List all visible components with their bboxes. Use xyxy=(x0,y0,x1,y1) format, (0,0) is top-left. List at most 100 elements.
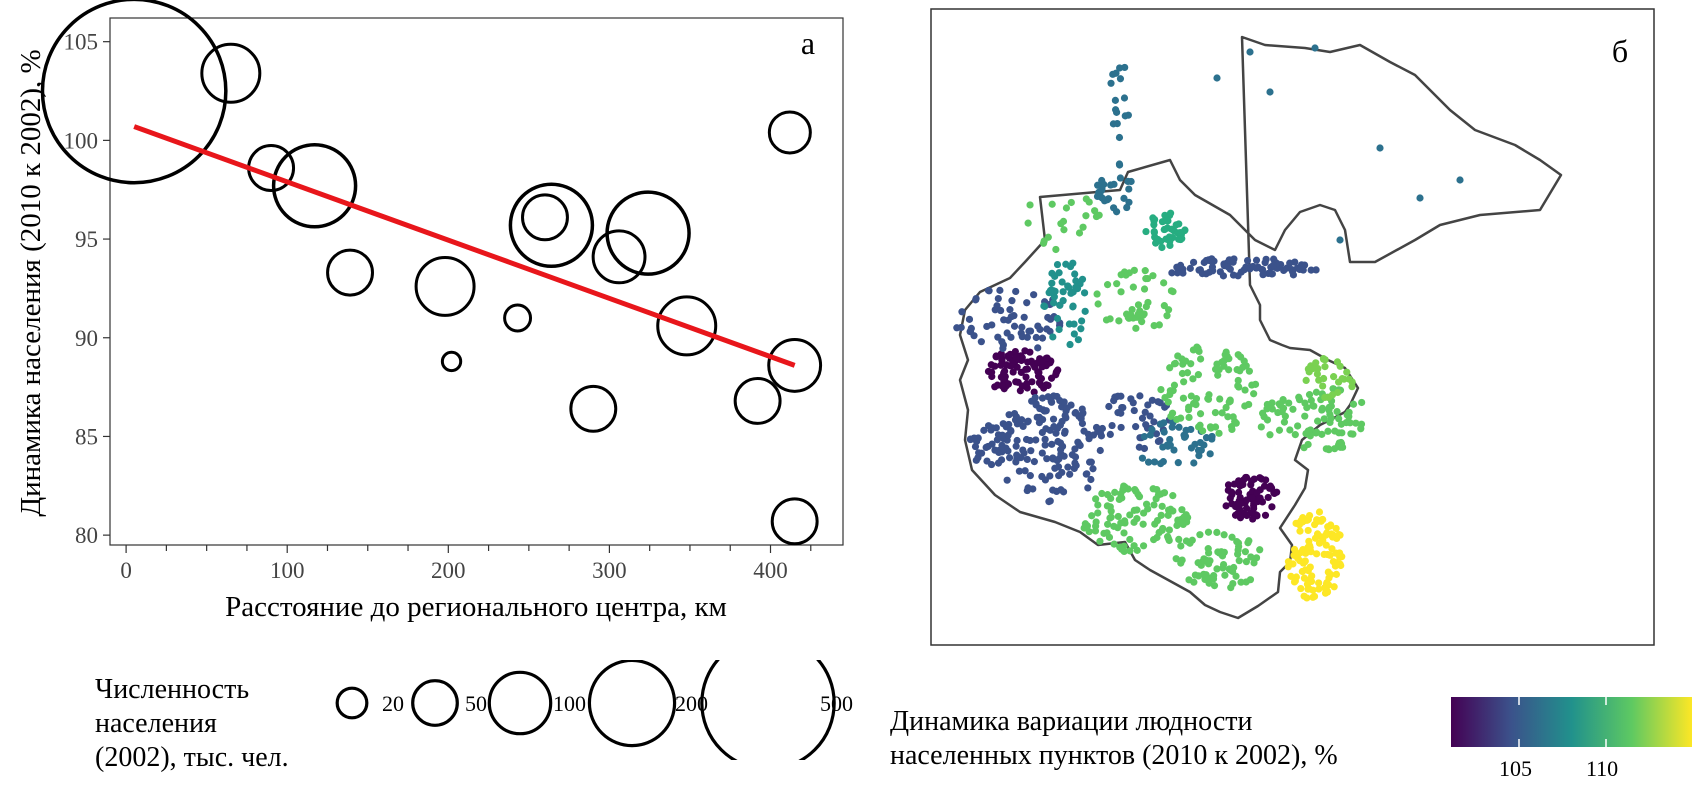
settlement-dot xyxy=(1221,571,1229,579)
settlement-dot xyxy=(1338,429,1346,437)
settlement-dot xyxy=(1180,378,1188,386)
settlement-dot xyxy=(1104,520,1112,528)
settlement-dot xyxy=(1056,396,1064,405)
settlement-dot xyxy=(1049,333,1057,341)
settlement-dot xyxy=(1055,472,1063,480)
settlement-dot xyxy=(994,459,1003,467)
settlement-dot xyxy=(1309,402,1317,410)
settlement-dot xyxy=(1021,347,1029,355)
settlement-dot xyxy=(1150,322,1158,330)
settlement-dot xyxy=(1077,325,1085,333)
settlement-dot xyxy=(1008,297,1016,305)
settlement-dot xyxy=(1071,445,1079,453)
settlement-dot xyxy=(1018,333,1026,341)
settlement-dot xyxy=(1074,336,1082,344)
settlement-dot xyxy=(1304,526,1312,535)
settlement-dot xyxy=(1121,519,1129,527)
settlement-dot xyxy=(1305,576,1314,584)
settlement-dot xyxy=(1266,482,1275,490)
settlement-dot xyxy=(1138,318,1146,326)
size-legend-title-line: Численность xyxy=(95,674,250,705)
settlement-dot xyxy=(1134,310,1142,318)
settlement-dot xyxy=(1050,423,1058,431)
settlement-dot xyxy=(1320,415,1328,423)
settlement-dot xyxy=(1190,459,1198,467)
settlement-dot xyxy=(1019,422,1027,431)
settlement-dot xyxy=(1177,559,1185,567)
settlement-dot xyxy=(997,361,1005,369)
settlement-dot xyxy=(1280,418,1289,426)
settlement-dot xyxy=(1324,427,1332,435)
scatter-point xyxy=(770,497,819,546)
settlement-dot xyxy=(1166,209,1175,217)
settlement-dot xyxy=(1115,317,1123,325)
settlement-dot xyxy=(1054,366,1062,374)
settlement-dot xyxy=(1315,376,1323,384)
settlement-dot xyxy=(1299,266,1307,274)
settlement-dot xyxy=(1067,289,1075,297)
settlement-dot xyxy=(1302,376,1310,385)
settlement-dot xyxy=(1034,322,1042,330)
settlement-dot xyxy=(1305,537,1313,545)
settlement-dot xyxy=(1301,557,1309,565)
settlement-dot xyxy=(1318,430,1326,438)
scatter-point xyxy=(271,143,358,229)
settlement-dot xyxy=(1041,476,1050,484)
settlement-dot xyxy=(1030,458,1038,466)
settlement-dot xyxy=(1107,181,1115,189)
settlement-dot xyxy=(1168,269,1176,277)
settlement-dot xyxy=(1098,489,1106,498)
settlement-dot xyxy=(1189,375,1197,383)
settlement-dot xyxy=(991,383,999,391)
settlement-dot xyxy=(1112,69,1120,77)
settlement-dot xyxy=(1149,272,1157,280)
settlement-dot xyxy=(1141,267,1149,275)
settlement-dot xyxy=(1072,461,1080,470)
settlement-dot xyxy=(1027,447,1035,455)
y-tick-label: 105 xyxy=(64,30,99,55)
settlement-dot xyxy=(1103,281,1112,289)
settlement-dot xyxy=(1241,548,1249,556)
settlement-dot xyxy=(1288,268,1297,276)
settlement-dot xyxy=(1051,287,1059,295)
settlement-dot xyxy=(1250,504,1258,512)
settlement-dot xyxy=(1268,270,1276,278)
colorbar-tick-label: 105 xyxy=(1499,756,1532,781)
settlement-dot xyxy=(1300,444,1308,452)
settlement-dot xyxy=(1160,279,1168,287)
settlement-dot xyxy=(1215,549,1224,557)
settlement-dot xyxy=(1091,527,1100,535)
settlement-dot xyxy=(1116,75,1125,83)
settlement-dot xyxy=(1204,394,1212,403)
settlement-dot xyxy=(1048,200,1056,208)
settlement-dot xyxy=(1043,325,1051,333)
settlement-dot xyxy=(1330,373,1338,381)
settlement-dot xyxy=(1037,381,1046,389)
settlement-dot xyxy=(1111,106,1120,114)
settlement-dot xyxy=(1175,535,1183,543)
settlement-dot xyxy=(1261,259,1269,267)
settlement-dot xyxy=(982,443,990,451)
settlement-dot xyxy=(1113,120,1121,128)
settlement-dot xyxy=(1195,451,1203,460)
settlement-dot xyxy=(1124,177,1132,185)
settlement-dot xyxy=(1024,219,1032,227)
scatter-point xyxy=(326,248,374,297)
settlement-dot xyxy=(1144,401,1152,409)
settlement-dot xyxy=(984,286,993,295)
settlement-dot xyxy=(1175,263,1183,271)
settlement-dot xyxy=(1160,428,1168,436)
settlement-dot xyxy=(1174,518,1182,526)
settlement-dot xyxy=(1103,529,1111,537)
settlement-dot xyxy=(1270,255,1278,263)
settlement-dot xyxy=(1072,283,1080,291)
settlement-dot xyxy=(1274,408,1282,417)
settlement-dot xyxy=(1263,416,1272,424)
settlement-dot xyxy=(1314,517,1322,525)
settlement-dot xyxy=(1056,301,1064,309)
scatter-point xyxy=(40,0,228,185)
settlement-dot xyxy=(1327,521,1335,529)
settlement-dot xyxy=(1047,374,1056,382)
size-legend-label: 500 xyxy=(820,691,853,716)
settlement-dot xyxy=(1337,420,1345,428)
